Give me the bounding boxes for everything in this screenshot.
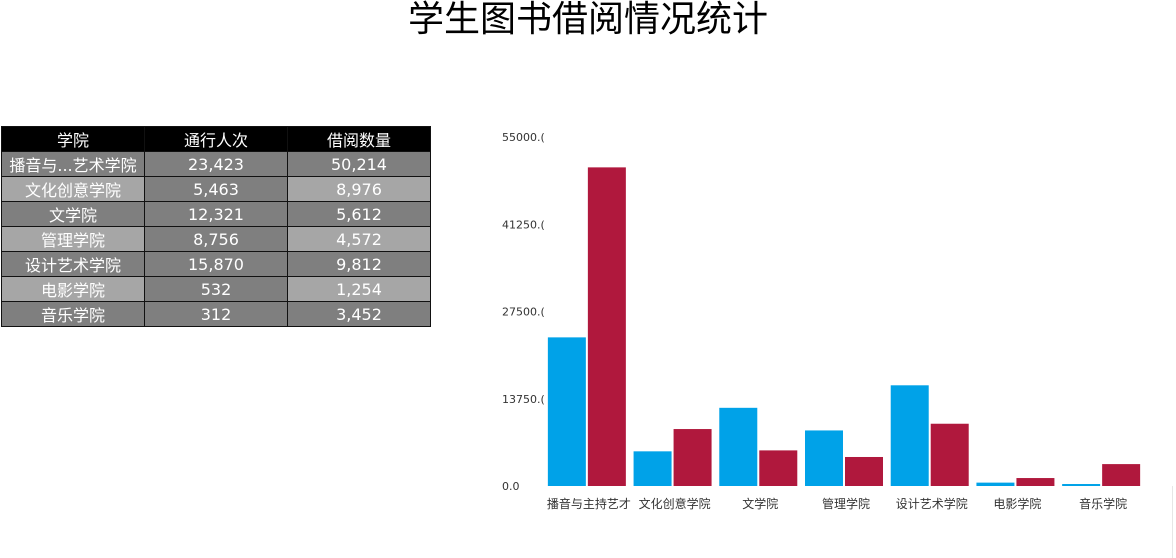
bar-series-1-4 (890, 385, 929, 486)
bar-series-1-3 (805, 430, 843, 486)
bar-series-2-0 (587, 167, 626, 486)
y-tick-label: 41250.( (502, 218, 545, 231)
cell-borrow-count: 1,254 (287, 276, 431, 302)
cell-borrow-count: 50,214 (287, 151, 431, 177)
table-row: 音乐学院 312 3,452 (1, 301, 431, 327)
cell-college: 电影学院 (1, 276, 145, 302)
cell-borrow-count: 3,452 (287, 301, 431, 327)
cell-college: 播音与...艺术学院 (1, 151, 145, 177)
y-tick-label: 13750.( (502, 393, 545, 406)
cell-pass-count: 312 (144, 301, 288, 327)
table-header-row: 学院 通行人次 借阅数量 (1, 126, 431, 152)
table-row: 设计艺术学院 15,870 9,812 (1, 251, 431, 277)
cell-pass-count: 15,870 (144, 251, 288, 277)
x-tick-label: 设计艺术学院 (896, 496, 968, 511)
cell-college: 文化创意学院 (1, 176, 145, 202)
y-tick-label: 27500.( (502, 306, 545, 319)
cell-college: 管理学院 (1, 226, 145, 252)
cell-college: 文学院 (1, 201, 145, 227)
table-row: 文化创意学院 5,463 8,976 (1, 176, 431, 202)
cell-borrow-count: 9,812 (287, 251, 431, 277)
header-college: 学院 (1, 126, 145, 152)
x-tick-label: 文化创意学院 (639, 496, 711, 511)
x-tick-label: 音乐学院 (1079, 496, 1127, 511)
cell-college: 音乐学院 (1, 301, 145, 327)
bar-series-2-5 (1016, 478, 1055, 486)
bar-series-2-6 (1102, 464, 1141, 486)
table-row: 管理学院 8,756 4,572 (1, 226, 431, 252)
table-row: 文学院 12,321 5,612 (1, 201, 431, 227)
cell-college: 设计艺术学院 (1, 251, 145, 277)
cell-pass-count: 12,321 (144, 201, 288, 227)
bar-series-1-6 (1062, 484, 1101, 486)
bar-series-1-0 (547, 337, 586, 486)
cell-pass-count: 23,423 (144, 151, 288, 177)
bar-series-2-3 (845, 456, 883, 486)
chart-title: 学生图书借阅情况统计 (407, 0, 768, 40)
x-tick-label: 播音与主持艺才 (547, 496, 631, 511)
chart-frame-edge (1172, 486, 1173, 558)
cell-pass-count: 5,463 (144, 176, 288, 202)
y-tick-label: 55000.( (502, 131, 545, 144)
x-tick-label: 文学院 (742, 496, 778, 511)
data-table: 学院 通行人次 借阅数量 播音与...艺术学院 23,423 50,214 文化… (1, 126, 431, 327)
x-tick-label: 管理学院 (822, 496, 870, 511)
table-row: 播音与...艺术学院 23,423 50,214 (1, 151, 431, 177)
cell-borrow-count: 5,612 (287, 201, 431, 227)
bar-series-2-4 (930, 423, 969, 486)
bar-series-1-2 (719, 407, 758, 486)
bar-series-1-1 (633, 451, 672, 486)
cell-pass-count: 8,756 (144, 226, 288, 252)
header-pass-count: 通行人次 (144, 126, 288, 152)
bar-series-2-2 (759, 450, 798, 486)
x-tick-label: 电影学院 (993, 496, 1041, 511)
bar-series-2-1 (673, 429, 712, 486)
table-row: 电影学院 532 1,254 (1, 276, 431, 302)
y-tick-label: 0.0 (502, 480, 520, 493)
header-borrow-count: 借阅数量 (287, 126, 431, 152)
cell-borrow-count: 8,976 (287, 176, 431, 202)
cell-borrow-count: 4,572 (287, 226, 431, 252)
bar-series-1-5 (976, 482, 1015, 486)
bar-chart: 0.0 13750.( 27500.( 41250.( 55000.( 播音与主持艺才 文化… (502, 131, 1141, 511)
cell-pass-count: 532 (144, 276, 288, 302)
